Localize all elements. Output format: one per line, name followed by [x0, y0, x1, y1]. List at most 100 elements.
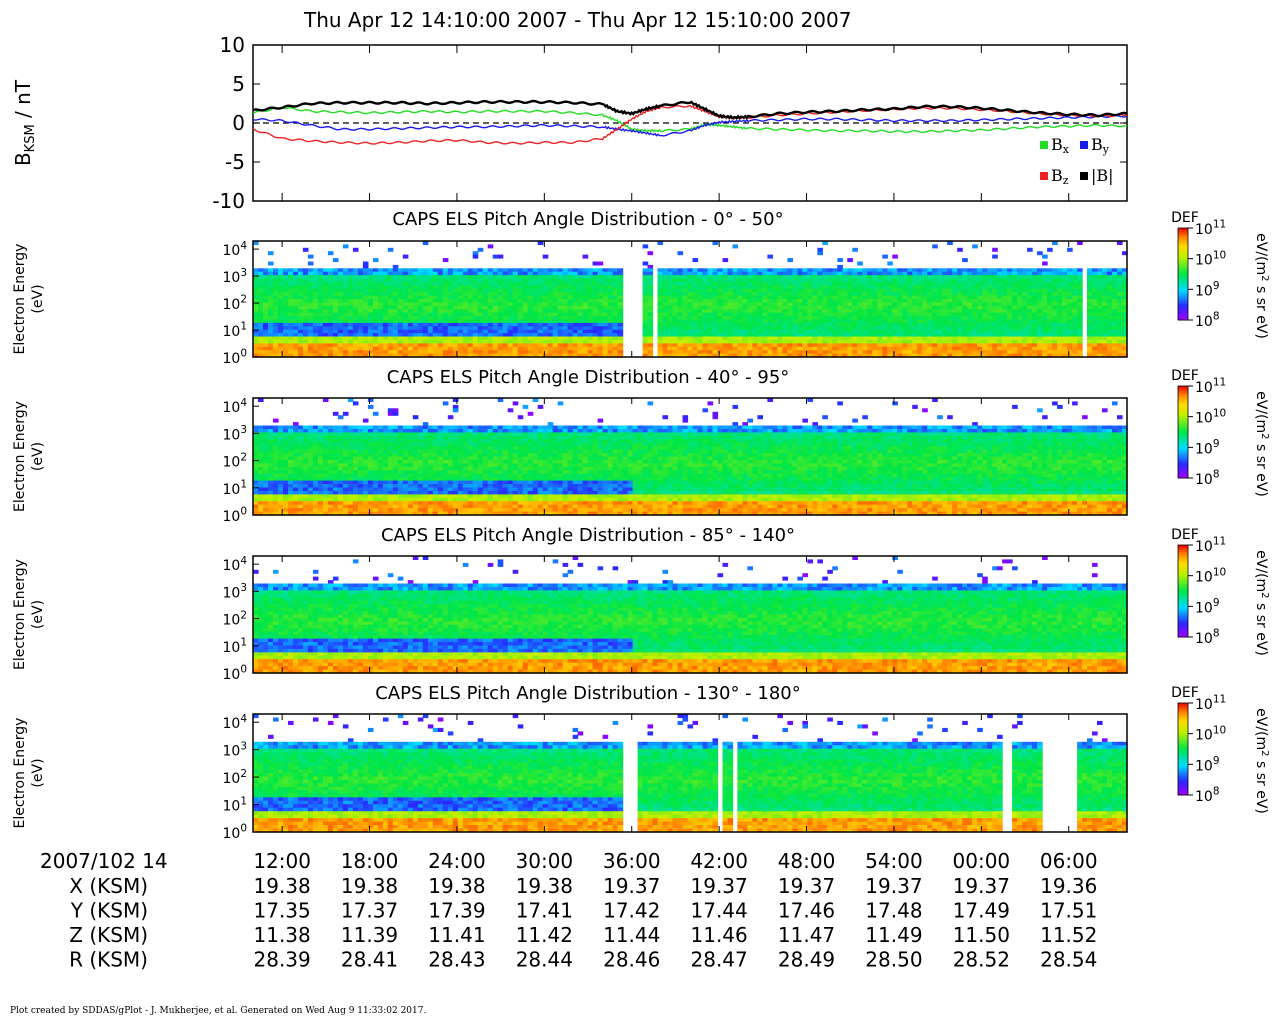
ephemeris-value: 19.37 — [603, 874, 660, 898]
colorbar-unit: eV/(m2 s sr eV) — [1253, 708, 1270, 814]
time-tick-label: 18:00 — [341, 849, 399, 873]
colorbar-label: DEF — [1171, 368, 1199, 384]
time-axis-label: 2007/102 14 — [40, 849, 168, 873]
legend-swatch — [1080, 172, 1088, 180]
energy-tick-label: 102 — [222, 294, 247, 313]
time-tick-label: 42:00 — [690, 849, 748, 873]
ephemeris-value: 11.49 — [865, 923, 922, 947]
ephemeris-row-label: Z (KSM) — [69, 923, 148, 947]
ephemeris-value: 17.39 — [428, 899, 485, 923]
colorbar-tick-label: 109 — [1195, 280, 1220, 299]
colorbar-tick-label: 1011 — [1195, 377, 1226, 396]
colorbar-tick-label: 108 — [1195, 786, 1220, 805]
energy-tick-label: 102 — [222, 451, 247, 470]
spectrogram-frame — [252, 713, 1128, 833]
ephemeris-value: 19.38 — [254, 874, 311, 898]
colorbar-unit: eV/(m2 s sr eV) — [1253, 391, 1270, 497]
colorbar-unit: eV/(m2 s sr eV) — [1253, 233, 1270, 339]
ephemeris-value: 28.54 — [1040, 948, 1097, 972]
spectrogram-cells — [253, 556, 1128, 674]
ephemeris-value: 28.39 — [254, 948, 311, 972]
energy-tick-label: 100 — [222, 664, 247, 683]
colorbar-label: DEF — [1171, 210, 1199, 226]
ephemeris-row-label: Y (KSM) — [70, 899, 148, 923]
energy-tick-label: 103 — [222, 740, 247, 759]
colorbar-tick-label: 108 — [1195, 311, 1220, 330]
ephemeris-value: 11.42 — [516, 923, 573, 947]
time-tick-label: 12:00 — [253, 849, 311, 873]
ephemeris-value: 11.46 — [691, 923, 748, 947]
colorbar-tick-label: 1011 — [1195, 536, 1226, 555]
energy-tick-label: 102 — [222, 609, 247, 628]
ephemeris-value: 19.37 — [953, 874, 1010, 898]
ephemeris-value: 11.47 — [778, 923, 835, 947]
ephemeris-value: 19.37 — [865, 874, 922, 898]
colorbar-tick-label: 108 — [1195, 628, 1220, 647]
ephemeris-value: 17.41 — [516, 899, 573, 923]
spectrogram-panel-2: CAPS ELS Pitch Angle Distribution - 40° … — [12, 367, 1270, 525]
spectrogram-cells — [253, 398, 1128, 516]
energy-tick-label: 101 — [222, 636, 247, 655]
colorbar-frame — [1177, 227, 1189, 321]
ephemeris-value: 17.37 — [341, 899, 398, 923]
ephemeris-value: 17.48 — [865, 899, 922, 923]
colorbar-frame — [1177, 544, 1189, 638]
ephemeris-value: 17.42 — [603, 899, 660, 923]
y-tick-label: 5 — [232, 72, 245, 96]
energy-tick-label: 103 — [222, 582, 247, 601]
mag-y-axis-label: BKSM / nT — [11, 79, 38, 166]
ephemeris-value: 28.49 — [778, 948, 835, 972]
ephemeris-value: 19.38 — [516, 874, 573, 898]
series-line-b-y — [252, 114, 1128, 137]
time-tick-label: 30:00 — [516, 849, 574, 873]
energy-tick-label: 100 — [222, 506, 247, 525]
colorbar-tick-label: 109 — [1195, 597, 1220, 616]
ephemeris-row-label: X (KSM) — [69, 874, 148, 898]
spectrogram-frame — [252, 240, 1128, 358]
spectrogram-title: CAPS ELS Pitch Angle Distribution - 85° … — [381, 525, 795, 546]
energy-tick-label: 101 — [222, 795, 247, 814]
time-axis: 2007/102 14 12:00 18:00 24:00 30:00 36:00 42:0… — [40, 849, 1098, 972]
time-tick-label: 36:00 — [603, 849, 661, 873]
colorbar-tick-label: 1010 — [1195, 566, 1226, 585]
colorbar-frame — [1177, 702, 1189, 796]
ephemeris-value: 11.44 — [603, 923, 660, 947]
ephemeris-value: 17.35 — [254, 899, 311, 923]
colorbar-frame — [1177, 385, 1189, 479]
legend-swatch — [1040, 172, 1048, 180]
y-tick-label: -10 — [212, 189, 245, 213]
ephemeris-value: 17.44 — [691, 899, 748, 923]
ephemeris-value: 28.46 — [603, 948, 660, 972]
energy-axis-label: Electron Energy (eV) — [12, 718, 46, 829]
series-line-magb — [252, 99, 1128, 120]
energy-tick-label: 103 — [222, 424, 247, 443]
y-tick-label: -5 — [225, 150, 245, 174]
energy-tick-label: 101 — [222, 478, 247, 497]
energy-tick-label: 100 — [222, 823, 247, 842]
ephemeris-value: 28.52 — [953, 948, 1010, 972]
legend-entry: Bz — [1051, 166, 1069, 187]
ephemeris-value: 17.49 — [953, 899, 1010, 923]
colorbar-unit: eV/(m2 s sr eV) — [1253, 550, 1270, 656]
energy-tick-label: 103 — [222, 267, 247, 286]
energy-tick-label: 101 — [222, 321, 247, 340]
spectrogram-frame — [252, 397, 1128, 516]
ephemeris-value: 28.41 — [341, 948, 398, 972]
legend-entry: |B| — [1091, 166, 1114, 185]
spectrogram-title: CAPS ELS Pitch Angle Distribution - 40° … — [387, 367, 790, 388]
legend-entry: Bx — [1051, 135, 1070, 156]
y-tick-label: 10 — [220, 33, 245, 57]
colorbar-label: DEF — [1171, 527, 1199, 543]
spectrogram-cells — [253, 714, 1128, 833]
legend-swatch — [1080, 141, 1088, 149]
energy-axis-label: Electron Energy (eV) — [12, 559, 46, 670]
energy-tick-label: 104 — [222, 555, 247, 574]
colorbar-tick-label: 109 — [1195, 438, 1220, 457]
ephemeris-row-label: R (KSM) — [69, 948, 148, 972]
ephemeris-value: 19.37 — [691, 874, 748, 898]
colorbar-tick-label: 1010 — [1195, 724, 1226, 743]
ephemeris-value: 28.50 — [865, 948, 922, 972]
